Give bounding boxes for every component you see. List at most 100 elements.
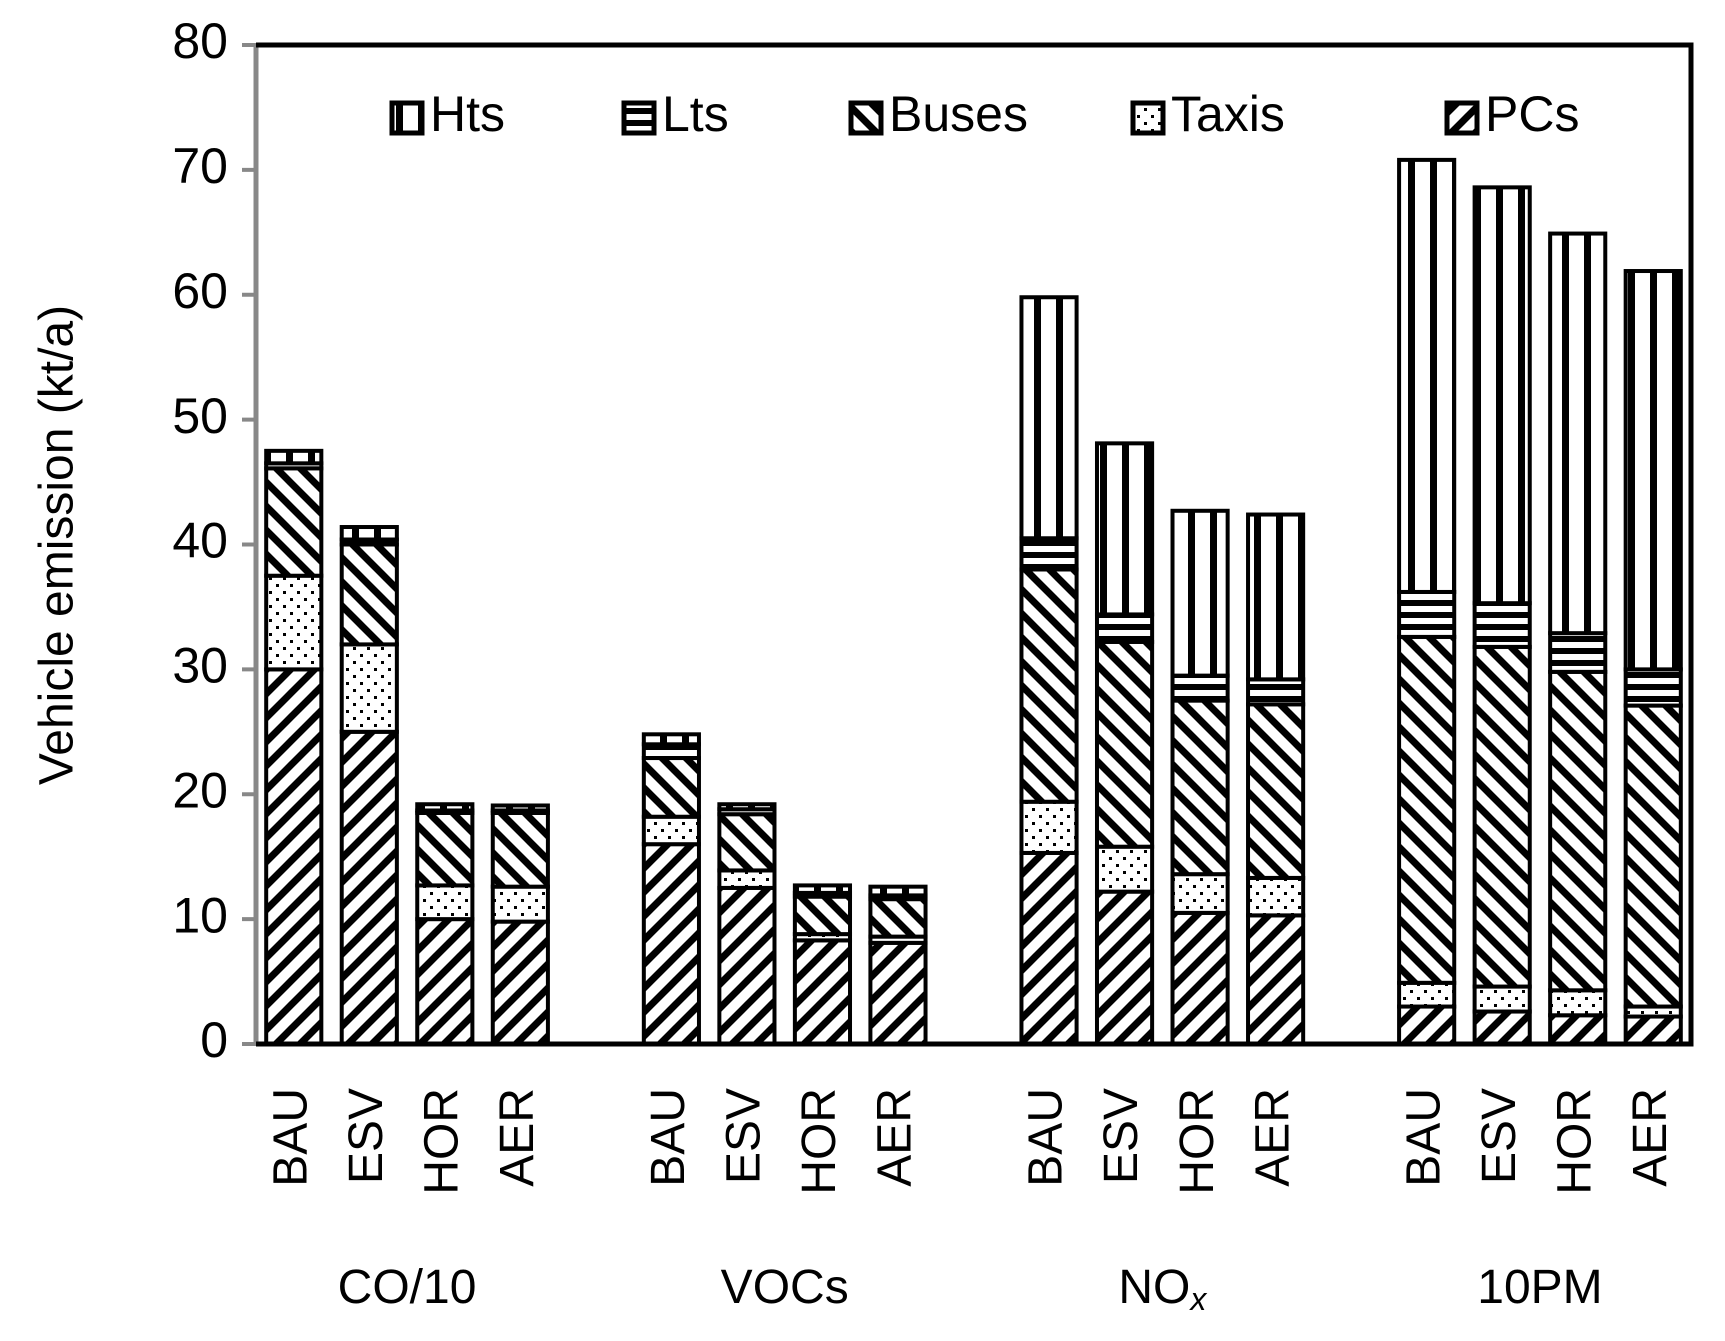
y-tick-label: 10 — [172, 887, 228, 943]
bar-segment — [264, 573, 324, 672]
bar-segment — [490, 810, 550, 889]
y-tick-label: 40 — [172, 513, 228, 569]
bar-segment — [339, 642, 399, 734]
bar-segment — [1548, 231, 1608, 636]
bar-segment — [490, 919, 550, 1046]
bar-segment — [641, 732, 701, 747]
bar-segment — [1472, 644, 1532, 989]
bar-segment — [792, 883, 853, 895]
bar-segment — [1472, 601, 1532, 649]
bar-segment — [1246, 677, 1306, 707]
bar-segment — [1397, 157, 1457, 594]
bar-segment — [1472, 1009, 1532, 1046]
bar-segment — [792, 938, 853, 1047]
bar-segment — [1548, 1013, 1608, 1046]
y-tick-label: 80 — [172, 13, 228, 69]
x-tick-label: ESV — [1095, 1088, 1148, 1184]
bar-segment — [1170, 508, 1230, 678]
bar-segment — [717, 868, 777, 890]
bar-segment — [1397, 980, 1457, 1009]
legend-label: Taxis — [1171, 86, 1285, 142]
bar-segment — [1472, 185, 1532, 606]
x-tick-label: HOR — [793, 1088, 846, 1195]
bar-segment — [1246, 702, 1306, 880]
bar-segment — [1548, 631, 1608, 674]
x-tick-label: ESV — [1473, 1088, 1526, 1184]
y-axis-title: Vehicle emission (kt/a) — [31, 305, 84, 785]
bar-segment — [415, 810, 475, 888]
bar-segment — [1472, 984, 1532, 1014]
y-tick-label: 20 — [172, 762, 228, 818]
bar-segment — [490, 803, 550, 813]
bar-segment — [868, 884, 928, 898]
legend-swatch — [1444, 100, 1480, 136]
x-tick-label: BAU — [1397, 1088, 1450, 1187]
group-label-text: NO — [1118, 1261, 1190, 1314]
bar-segment — [415, 802, 475, 813]
legend-label: Lts — [662, 86, 729, 142]
bar-segment — [264, 466, 324, 578]
y-tick-label: 70 — [172, 138, 228, 194]
x-tick-label: BAU — [264, 1088, 317, 1187]
bar-segment — [1397, 634, 1457, 985]
bar-segment — [1094, 639, 1155, 849]
bar-segment — [415, 883, 475, 922]
bar-segment — [717, 802, 777, 812]
bar-segment — [1170, 910, 1230, 1046]
y-tick-label: 30 — [172, 638, 228, 694]
legend-swatch — [848, 100, 884, 136]
y-tick-label: 0 — [200, 1012, 228, 1068]
group-label-subscript: x — [1188, 1281, 1207, 1317]
bar-segment — [792, 894, 853, 937]
x-tick-label: AER — [1246, 1088, 1299, 1187]
x-tick-label: BAU — [642, 1088, 695, 1187]
bar-segment — [641, 756, 701, 819]
bar-segment — [415, 917, 475, 1046]
bar-segment — [641, 742, 701, 761]
bar-segment — [1623, 269, 1683, 672]
group-label: VOCs — [721, 1261, 849, 1314]
group-label: 10PM — [1477, 1261, 1602, 1314]
y-tick-label: 60 — [172, 263, 228, 319]
x-tick-label: AER — [869, 1088, 922, 1187]
bar-segment — [264, 448, 324, 466]
x-tick-label: AER — [1624, 1088, 1677, 1187]
bar-segment — [1623, 703, 1683, 1009]
bar-segment — [1094, 441, 1155, 617]
x-tick-label: ESV — [718, 1088, 771, 1184]
x-tick-label: HOR — [1171, 1088, 1224, 1195]
bar-segment — [339, 729, 399, 1046]
bar-segment — [1548, 988, 1608, 1018]
bar-segment — [1019, 850, 1079, 1046]
group-label-text: 10PM — [1477, 1261, 1602, 1314]
legend-swatch — [389, 100, 425, 136]
bar-segment — [1170, 698, 1230, 877]
x-tick-label: BAU — [1020, 1088, 1073, 1187]
bar-segment — [1170, 872, 1230, 915]
x-tick-label: ESV — [340, 1088, 393, 1184]
bar-segment — [868, 897, 928, 939]
x-tick-label: HOR — [1548, 1088, 1601, 1195]
group-label-text: CO/10 — [338, 1261, 477, 1314]
bar-segment — [1548, 669, 1608, 993]
bar-segment — [717, 812, 777, 873]
plot-frame — [256, 42, 1694, 1047]
bar-segment — [1246, 875, 1306, 918]
bar-segment — [1094, 612, 1155, 644]
bar-segment — [1019, 567, 1079, 804]
bar-segment — [1019, 799, 1079, 855]
x-tick-label: AER — [491, 1088, 544, 1187]
bar-segment — [717, 885, 777, 1046]
y-tick-label: 50 — [172, 388, 228, 444]
legend-label: Buses — [889, 86, 1028, 142]
bar-segment — [641, 842, 701, 1047]
bar-segment — [1019, 295, 1079, 541]
x-tick-label: HOR — [415, 1088, 468, 1195]
bar-segment — [1094, 844, 1155, 894]
bar-segment — [339, 542, 399, 647]
legend-label: Hts — [430, 86, 505, 142]
bar-segment — [1094, 889, 1155, 1047]
bar-segment — [1019, 536, 1079, 572]
group-label: CO/10 — [338, 1261, 477, 1314]
